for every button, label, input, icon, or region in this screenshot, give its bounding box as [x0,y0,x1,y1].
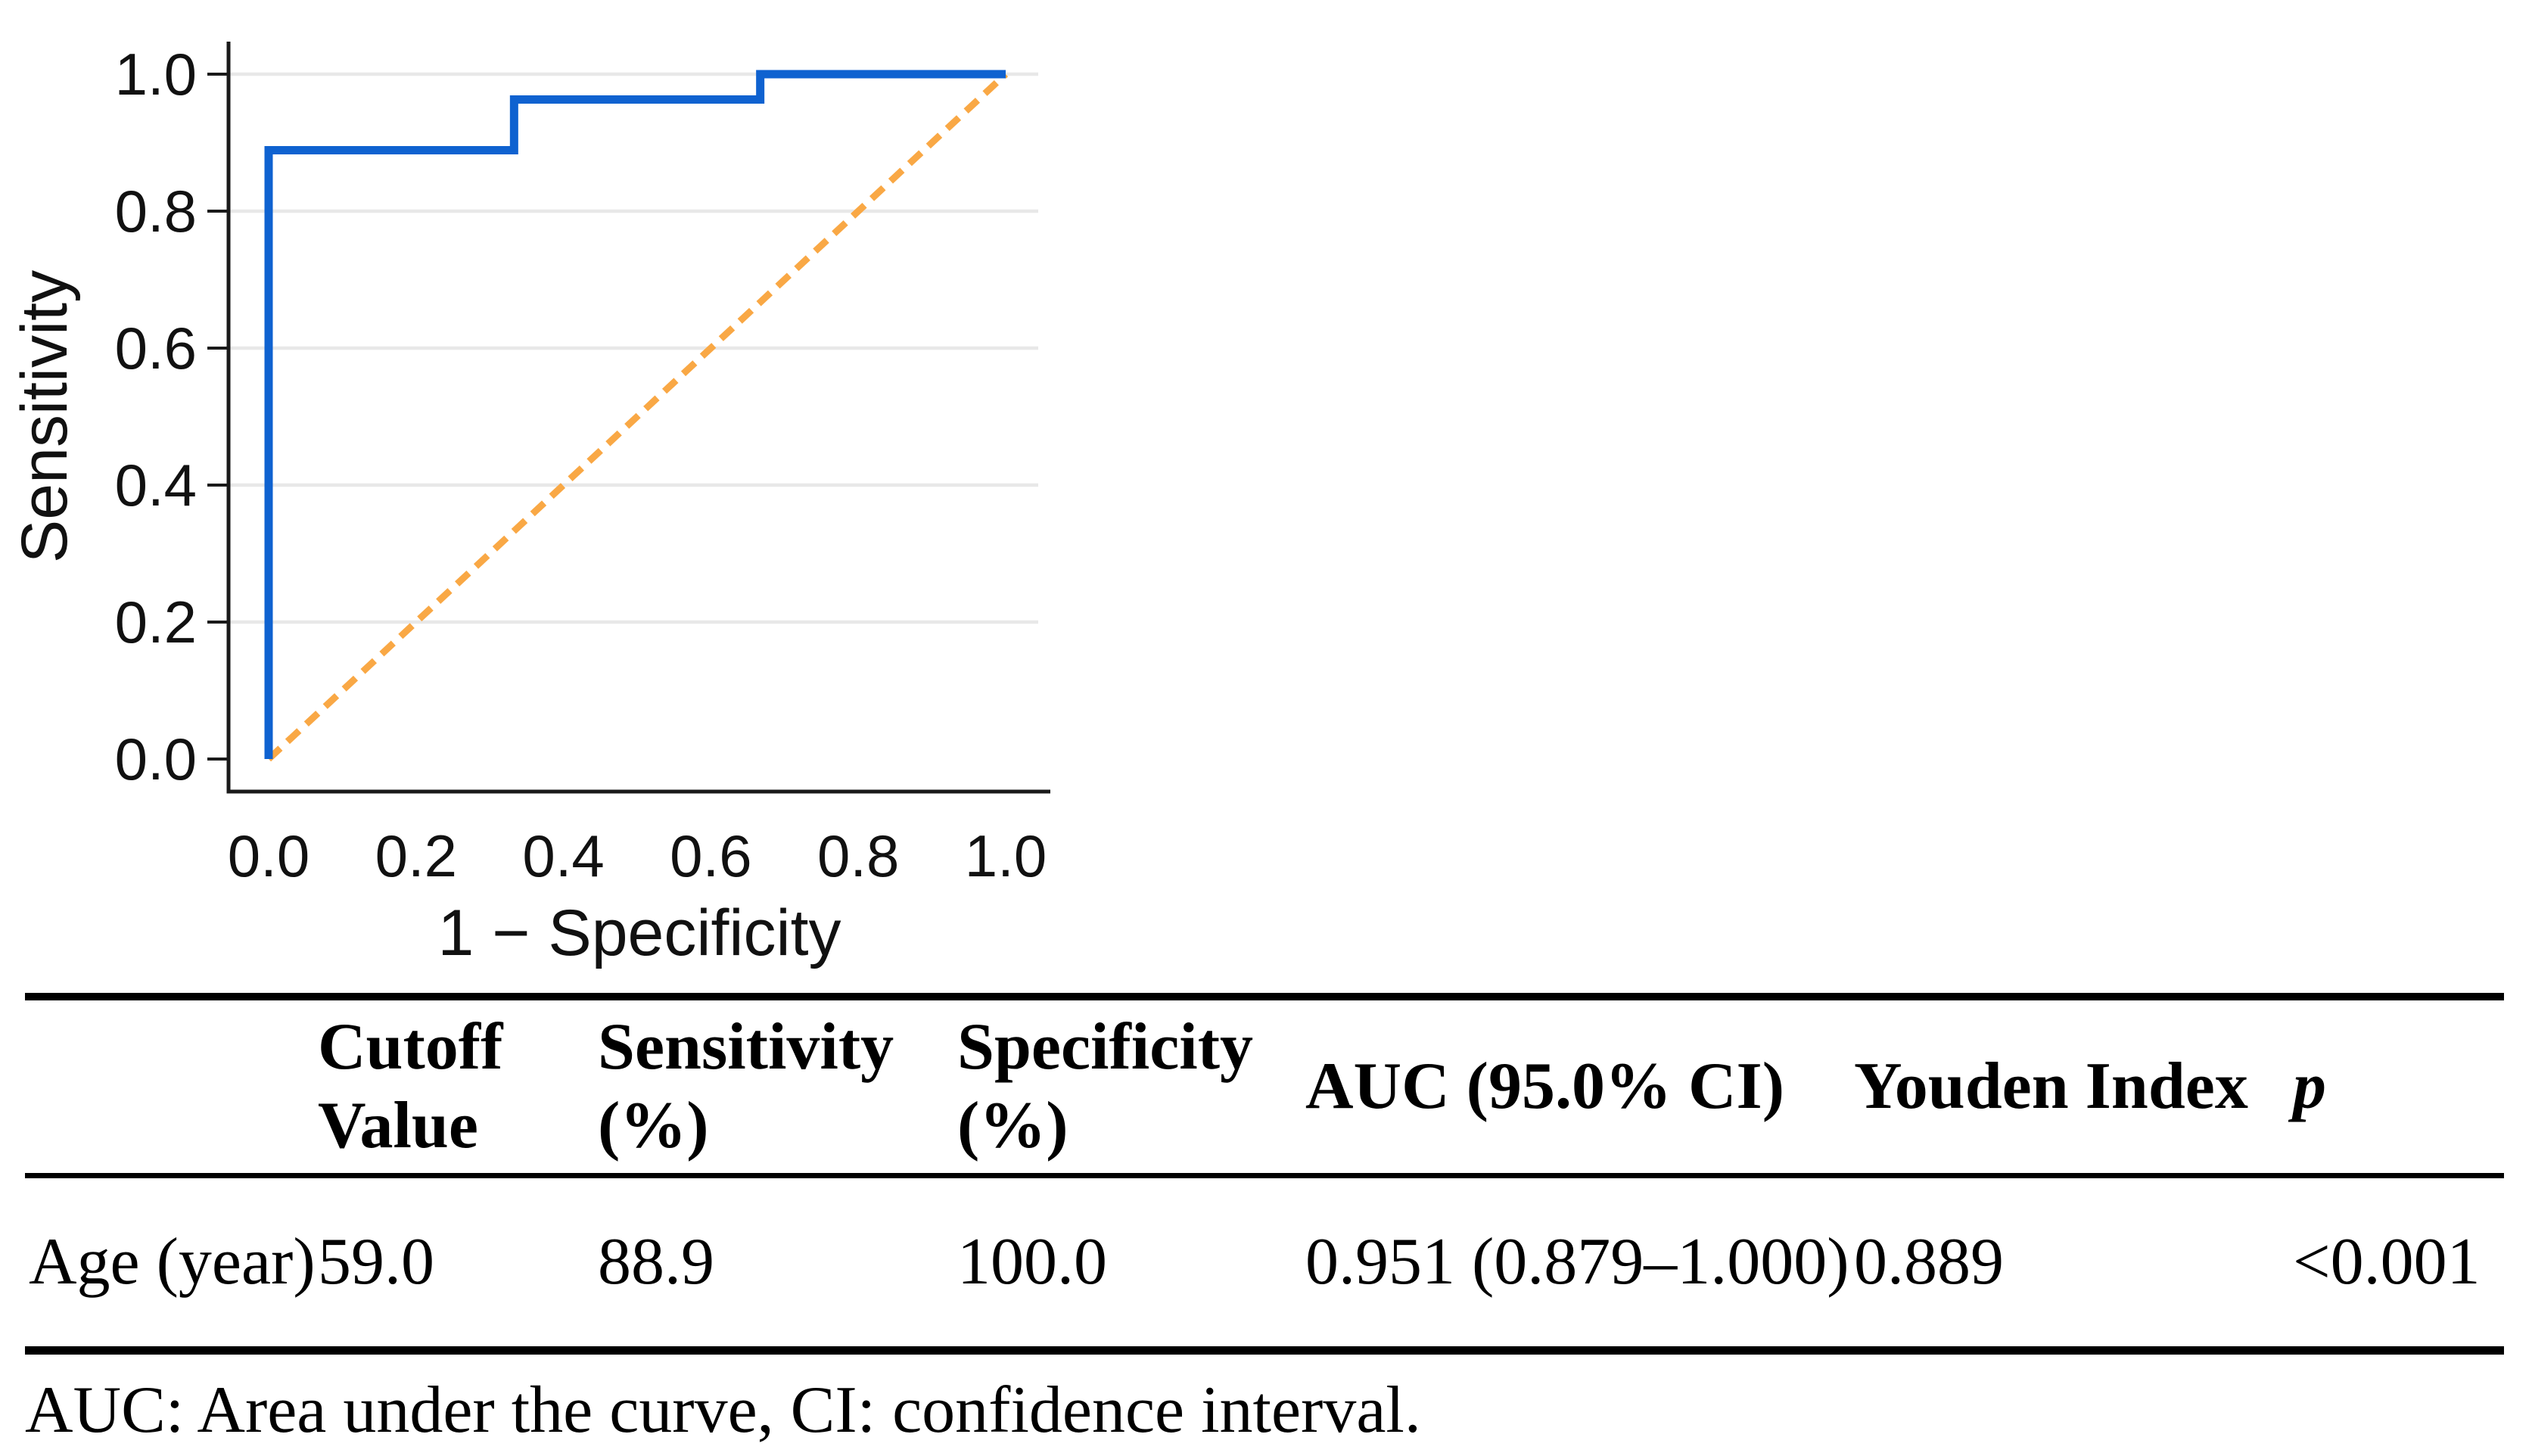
roc-results-table: Cutoff Value Sensitivity (%) Specificity… [25,993,2504,1448]
y-axis-title: Sensitivity [8,270,81,563]
roc-chart: 0.0 0.2 0.4 0.6 0.8 1.0 0.0 0.2 0.4 0.6 0.8 1.0 Sens… [0,0,1105,984]
reference-line [266,71,1009,762]
cell-auc-ci: 0.951 (0.879–1.000) [1305,1225,1849,1299]
y-tick-label-0: 0.0 [115,726,197,792]
col-header-specificity: Specificity (%) [957,1010,1254,1162]
x-tick-label-0: 0.0 [228,823,310,889]
y-tick-label-0.6: 0.6 [115,315,197,381]
roc-chart-svg: 0.0 0.2 0.4 0.6 0.8 1.0 0.0 0.2 0.4 0.6 0.8 1.0 Sens… [8,41,1050,969]
cell-sensitivity: 88.9 [598,1225,714,1299]
row-label-age: Age (year) [29,1225,316,1299]
col-header-sensitivity: Sensitivity (%) [598,1010,894,1162]
x-tick-label-0.6: 0.6 [670,823,751,889]
col-header-auc-ci: AUC (95.0% CI) [1305,1050,1785,1124]
cell-youden-index: 0.889 [1854,1225,2004,1299]
cell-specificity: 100.0 [957,1225,1107,1299]
table-footnote: AUC: Area under the curve, CI: confidenc… [25,1374,1421,1447]
table-header-row: Cutoff Value Sensitivity (%) Specificity… [25,1000,2504,1173]
col-header-youden-index: Youden Index [1854,1050,2248,1124]
roc-curve-line [264,70,1006,759]
y-tick-label-0.4: 0.4 [115,452,197,518]
cell-cutoff-value: 59.0 [318,1225,434,1299]
table-header-divider-rule [25,1173,2504,1178]
x-tick-label-0.4: 0.4 [522,823,604,889]
col-header-blank [25,1081,318,1093]
x-axis-title: 1 − Specificity [438,897,841,969]
cell-p-value: <0.001 [2293,1225,2481,1299]
x-tick-label-1: 1.0 [965,823,1047,889]
col-header-p-value: p [2293,1050,2326,1124]
y-tick-label-0.2: 0.2 [115,589,197,655]
y-tick-label-1: 1.0 [115,41,197,107]
table-row-age: Age (year) 59.0 88.9 100.0 0.951 (0.879–… [25,1178,2504,1346]
x-tick-label-0.8: 0.8 [817,823,899,889]
col-header-cutoff-value: Cutoff Value [318,1010,503,1162]
y-tick-label-0.8: 0.8 [115,178,197,244]
table-top-rule [25,993,2504,1000]
x-tick-label-0.2: 0.2 [375,823,457,889]
table-bottom-rule [25,1346,2504,1355]
